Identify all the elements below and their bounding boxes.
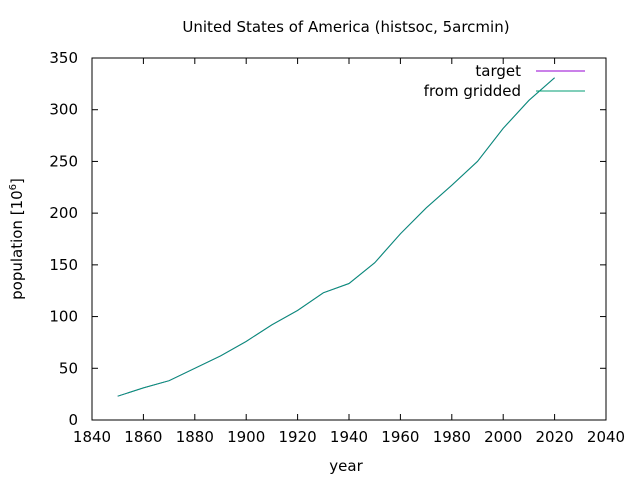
x-tick-label: 2000 [484,428,522,446]
y-tick-label: 300 [49,101,78,119]
y-tick-label: 350 [49,49,78,67]
y-tick-label: 50 [59,359,78,377]
y-axis-ticks: 0 50 100 150 200 250 300 350 [49,49,606,429]
legend-label-0: target [475,62,521,80]
y-tick-label: 200 [49,204,78,222]
x-tick-label: 1900 [227,428,265,446]
x-tick-label: 2040 [587,428,625,446]
x-tick-label: 1940 [330,428,368,446]
y-axis-label-exponent: 6 [8,184,19,190]
legend: target from gridded [424,62,585,100]
x-tick-label: 1860 [124,428,162,446]
series-line-1 [117,77,555,397]
x-axis-ticks: 1840 1860 1880 1900 1920 1940 1960 1980 2000 2020… [73,58,625,446]
legend-label-1: from gridded [424,82,521,100]
series-line-0 [117,77,555,397]
y-tick-label: 150 [49,256,78,274]
x-tick-label: 1920 [279,428,317,446]
chart-title: United States of America (histsoc, 5arcm… [182,18,509,36]
y-axis-label-close: ] [8,178,26,184]
y-tick-label: 100 [49,308,78,326]
x-tick-label: 2020 [536,428,574,446]
x-tick-label: 1840 [73,428,111,446]
x-axis-label: year [329,457,363,475]
series-layer [117,77,555,397]
x-tick-label: 1980 [433,428,471,446]
x-tick-label: 1880 [176,428,214,446]
plot-frame [91,57,607,421]
x-tick-label: 1960 [381,428,419,446]
y-axis-label: population [106] [8,178,26,300]
y-tick-label: 0 [68,411,78,429]
y-tick-label: 250 [49,152,78,170]
y-axis-label-main: population [10 [8,190,26,300]
